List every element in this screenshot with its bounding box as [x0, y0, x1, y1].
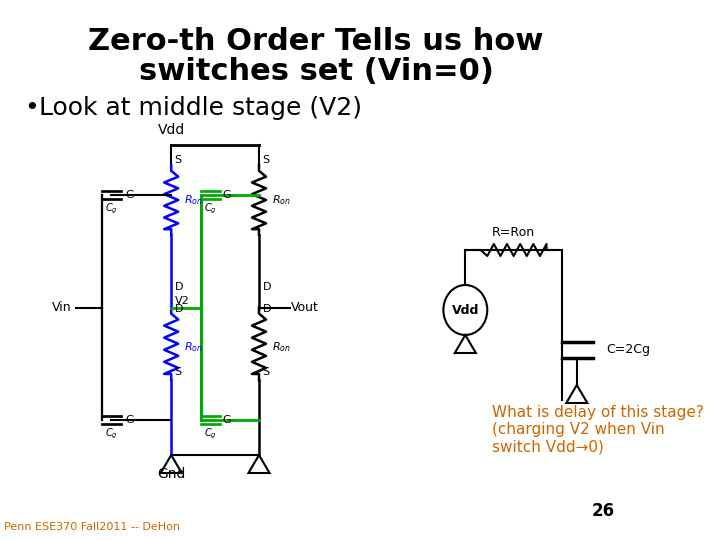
Text: G: G: [126, 415, 135, 425]
Text: D: D: [263, 303, 271, 314]
Text: Vdd: Vdd: [158, 123, 185, 137]
Text: 26: 26: [591, 502, 615, 520]
Text: $R_{on}$: $R_{on}$: [184, 341, 203, 354]
Text: $C_g$: $C_g$: [204, 201, 217, 216]
Text: •: •: [24, 96, 40, 120]
Text: V2: V2: [175, 295, 189, 306]
Text: D: D: [175, 281, 183, 292]
Text: Zero-th Order Tells us how: Zero-th Order Tells us how: [89, 28, 544, 57]
Text: S: S: [263, 155, 269, 165]
Text: G: G: [126, 190, 135, 200]
Text: C=2Cg: C=2Cg: [606, 343, 649, 356]
Text: switches set (Vin=0): switches set (Vin=0): [139, 57, 493, 86]
Text: Gnd: Gnd: [157, 467, 185, 481]
Text: Vin: Vin: [52, 301, 71, 314]
Text: S: S: [175, 155, 182, 165]
Text: Vout: Vout: [291, 301, 318, 314]
Text: S: S: [175, 367, 182, 377]
Text: $C_g$: $C_g$: [105, 427, 118, 441]
Text: D: D: [263, 281, 271, 292]
Text: G: G: [222, 190, 231, 200]
Text: $R_{on}$: $R_{on}$: [272, 193, 291, 207]
Text: What is delay of this stage?
(charging V2 when Vin
switch Vdd→0): What is delay of this stage? (charging V…: [492, 405, 703, 455]
Text: D: D: [175, 303, 183, 314]
Text: G: G: [222, 415, 231, 425]
Text: $R_{on}$: $R_{on}$: [184, 193, 203, 207]
Text: R=Ron: R=Ron: [492, 226, 535, 239]
Text: Look at middle stage (V2): Look at middle stage (V2): [39, 96, 361, 120]
Text: Penn ESE370 Fall2011 -- DeHon: Penn ESE370 Fall2011 -- DeHon: [4, 522, 181, 532]
Text: S: S: [263, 367, 269, 377]
Text: $C_g$: $C_g$: [204, 427, 217, 441]
Text: $R_{on}$: $R_{on}$: [272, 341, 291, 354]
Text: $C_g$: $C_g$: [105, 201, 118, 216]
Text: Vdd: Vdd: [451, 303, 479, 316]
